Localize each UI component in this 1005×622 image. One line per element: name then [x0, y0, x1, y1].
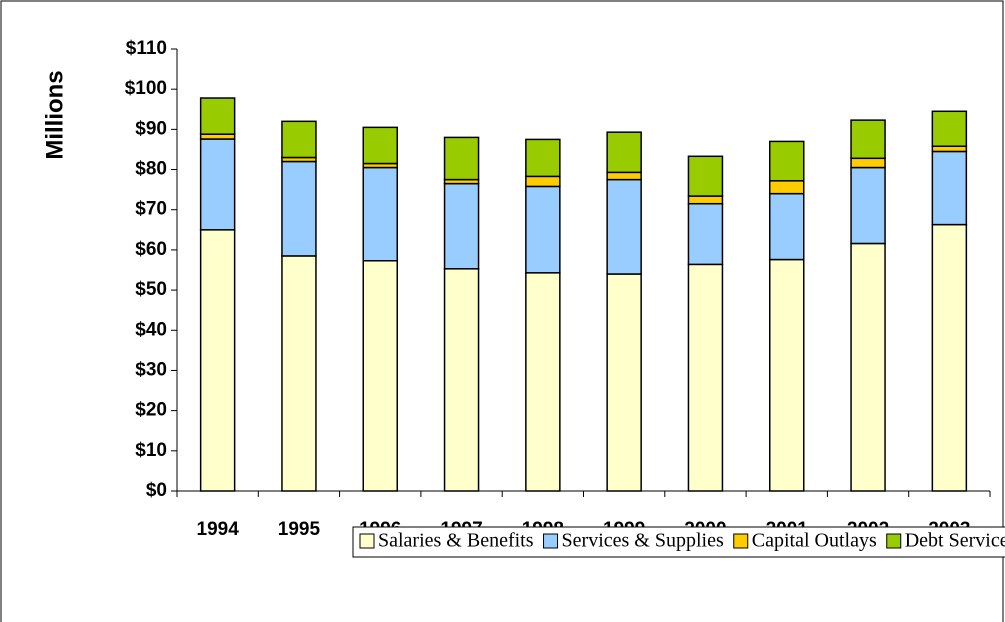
bar-segment [525, 138, 561, 178]
bar-segment [769, 192, 805, 261]
y-axis-label: Millions [41, 70, 68, 159]
bar-segment [525, 272, 561, 492]
bar-segment [362, 126, 398, 165]
bar-segment [606, 131, 642, 174]
bar-segment [850, 119, 886, 160]
y-tick-label: $110 [126, 38, 167, 59]
bar-segment [281, 120, 317, 159]
legend-swatch [543, 533, 559, 549]
bar-segment [362, 260, 398, 492]
bar-segment [687, 202, 724, 266]
bar-segment [769, 140, 805, 182]
bar-segment [525, 175, 561, 188]
bar-segment [606, 273, 642, 492]
bar-segment [281, 160, 317, 257]
bar-segment [525, 185, 561, 274]
bar-segment [362, 166, 398, 262]
legend-label: Salaries & Benefits [378, 530, 534, 552]
bar-segment [687, 195, 724, 205]
bar-segment [931, 110, 968, 147]
bar-segment [769, 180, 805, 195]
y-tick-label: $60 [135, 239, 167, 260]
y-tick-label: $40 [135, 319, 167, 340]
y-tick-label: $80 [135, 159, 167, 180]
bar-segment [850, 166, 886, 245]
bar-segment [931, 223, 968, 492]
bar-segment [606, 178, 642, 275]
x-tick-label: 1994 [197, 519, 240, 540]
legend-label: Debt Service [905, 530, 1005, 552]
y-tick-label: $90 [135, 118, 167, 139]
bar-segment [443, 182, 480, 270]
bar-segment [281, 255, 317, 492]
bar-segment [199, 229, 236, 492]
y-tick-label: $50 [135, 279, 167, 300]
y-tick-label: $70 [135, 199, 167, 220]
bar-segment [443, 136, 480, 181]
bar-segment [443, 268, 480, 492]
bar-segment [687, 155, 724, 197]
bar-segment [850, 242, 886, 492]
legend-swatch [886, 533, 902, 549]
legend-label: Services & Supplies [562, 530, 724, 552]
bar-segment [687, 263, 724, 492]
legend-label: Capital Outlays [752, 530, 877, 552]
y-tick-label: $100 [125, 78, 167, 99]
bar-segment [199, 97, 236, 135]
x-tick-label: 1995 [278, 519, 321, 540]
legend-swatch [359, 533, 375, 549]
bar-segment [931, 150, 968, 226]
bar-segment [850, 157, 886, 169]
legend-swatch [733, 533, 749, 549]
legend: Salaries & Benefits Services & Supplies Ca… [352, 526, 1005, 558]
y-tick-label: $10 [135, 440, 167, 461]
y-tick-label: $0 [146, 480, 167, 501]
y-tick-label: $20 [135, 400, 167, 421]
bar-segment [606, 171, 642, 181]
bar-segment [769, 258, 805, 492]
bar-segment [199, 138, 236, 231]
y-tick-label: $30 [135, 359, 167, 380]
bar-segment [931, 145, 968, 153]
